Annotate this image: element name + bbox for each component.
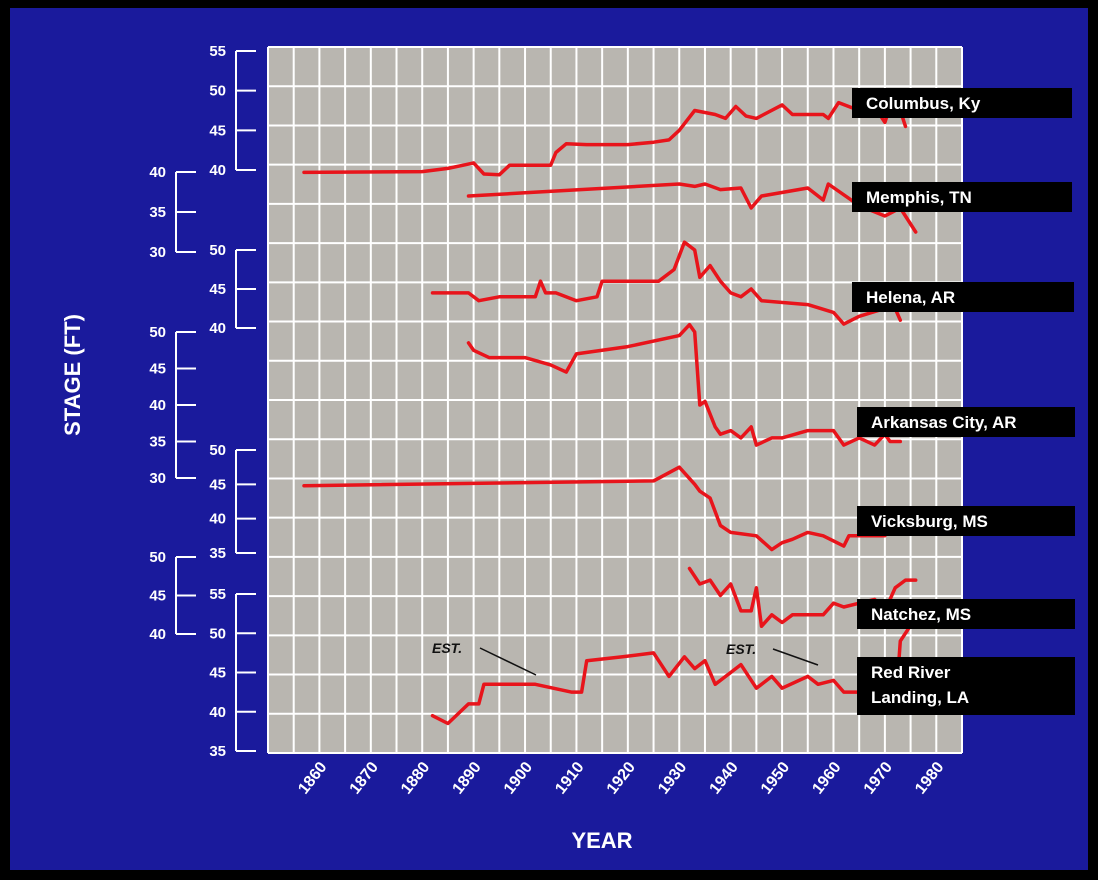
scale-tick-label: 50 (209, 242, 226, 259)
station-label: Helena, AR (866, 288, 955, 307)
station-label-box (852, 88, 1072, 118)
station-label: Memphis, TN (866, 188, 972, 207)
scale-tick-label: 50 (149, 549, 166, 566)
scale-tick-label: 45 (149, 588, 166, 605)
station-labels: Columbus, Ky Memphis, TN Helena, AR Arkansa… (852, 88, 1075, 715)
annotations: EST. EST. (432, 640, 819, 676)
scale-tick-label: 40 (149, 397, 166, 414)
series-line (466, 322, 903, 447)
station-label: Natchez, MS (871, 605, 971, 624)
scale-tick-label: 35 (209, 743, 226, 760)
scale-tick-label: 35 (149, 434, 166, 451)
station-label-box (857, 599, 1075, 629)
scale-tick-label: 45 (209, 122, 226, 139)
scale-tick-label: 40 (209, 704, 226, 721)
scale-tick-label: 40 (209, 511, 226, 528)
station-label: Landing, LA (871, 688, 969, 707)
scale-tick-label: 45 (209, 476, 226, 493)
station-label-box (857, 657, 1075, 715)
scale-tick-label: 45 (209, 665, 226, 682)
scale-tick-label: 55 (209, 586, 226, 603)
series-line (430, 240, 903, 326)
scale-tick-label: 50 (209, 625, 226, 642)
scale-tick-label: 55 (209, 43, 226, 60)
scale-tick-label: 45 (209, 281, 226, 298)
station-label-box (857, 407, 1075, 437)
est-annotation: EST. (432, 640, 462, 656)
grid-lines (267, 46, 963, 754)
series-line (302, 100, 908, 177)
stage-scales: 40 45 50 55 30 35 40 40 45 50 30 35 40 45 50 35 40 45 50 40… (149, 43, 256, 760)
scale-tick-label: 50 (209, 83, 226, 100)
station-label: Vicksburg, MS (871, 512, 988, 531)
scale-tick-label: 50 (149, 324, 166, 341)
y-axis-title: STAGE (FT) (60, 314, 85, 436)
est-annotation: EST. (726, 641, 756, 657)
station-label-box (857, 506, 1075, 536)
scale-tick-label: 30 (149, 244, 166, 261)
scale-tick-label: 45 (149, 361, 166, 378)
scale-tick-label: 40 (209, 162, 226, 179)
station-label-box (852, 182, 1072, 212)
x-axis-title: YEAR (571, 828, 632, 853)
scale-tick-label: 40 (209, 320, 226, 337)
scale-tick-label: 40 (149, 626, 166, 643)
station-label-box (852, 282, 1074, 312)
scale-tick-label: 50 (209, 442, 226, 459)
scale-tick-label: 35 (209, 545, 226, 562)
scale-tick-label: 40 (149, 164, 166, 181)
station-label: Red River (871, 663, 951, 682)
annotation-arrow (479, 647, 537, 676)
station-label: Arkansas City, AR (871, 413, 1017, 432)
station-label: Columbus, Ky (866, 94, 981, 113)
annotation-arrow (772, 648, 819, 666)
scale-tick-label: 30 (149, 470, 166, 487)
scale-tick-label: 35 (149, 204, 166, 221)
